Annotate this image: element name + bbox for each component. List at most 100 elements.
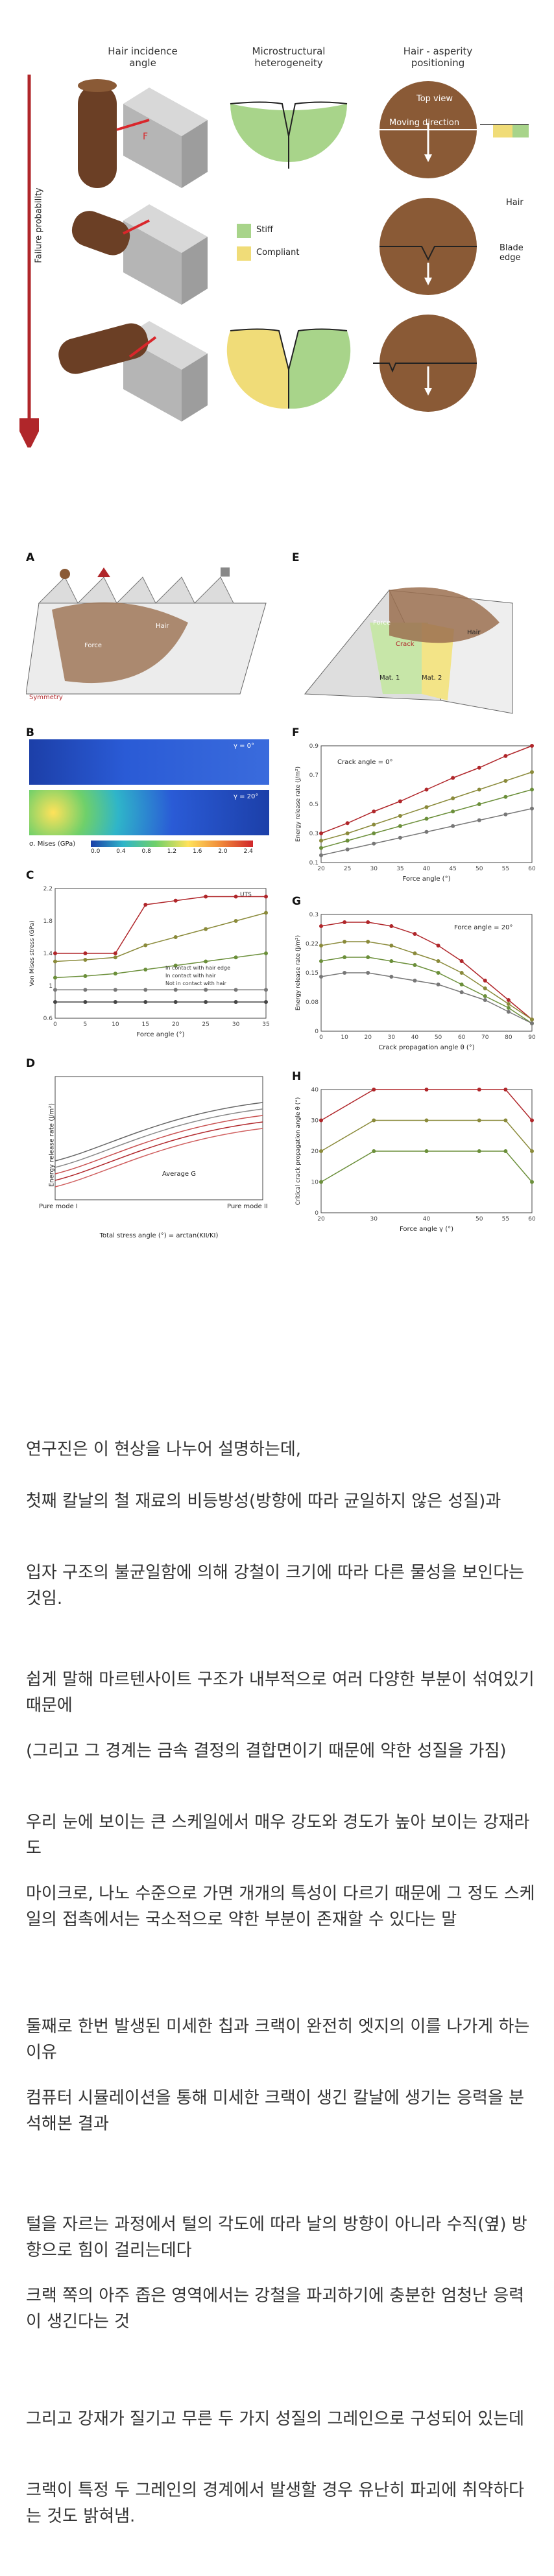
x-tick-label: 30 <box>370 1216 378 1222</box>
x-tick-label: 80 <box>505 1034 512 1041</box>
text-block-13: 크랙이 특정 두 그레인의 경계에서 발생할 경우 유난히 파괴에 취약하다는 … <box>26 2481 525 2526</box>
figure-1: Hair incidence angle Microstructural het… <box>0 0 554 454</box>
moving-direction-label: Moving direction <box>389 118 460 128</box>
y-tick-label: 0 <box>315 1210 319 1217</box>
data-point <box>436 971 440 975</box>
x-tick-label: 40 <box>423 866 431 872</box>
chart-d-xlabel: Total stress angle (°) = arctan(KII/KI) <box>99 1232 219 1239</box>
col-header-heterogeneity: Microstructural heterogeneity <box>252 45 326 69</box>
data-point <box>234 988 238 992</box>
failure-probability-arrow <box>19 75 39 447</box>
panel-a-drawing <box>26 567 267 695</box>
data-point <box>319 959 323 963</box>
data-point <box>372 1118 376 1123</box>
data-point <box>83 958 88 962</box>
plot-frame <box>320 914 533 1032</box>
data-point <box>319 975 323 979</box>
x-tick-label: 35 <box>262 1021 269 1028</box>
data-point <box>451 776 455 780</box>
data-point <box>477 1149 481 1153</box>
data-point <box>530 787 534 792</box>
x-tick-label: 25 <box>202 1021 209 1028</box>
data-point <box>477 765 481 770</box>
data-point <box>204 1000 208 1004</box>
data-point <box>83 988 88 992</box>
data-point <box>530 1021 534 1025</box>
data-point <box>319 839 323 843</box>
series-line <box>320 941 533 1020</box>
data-point <box>319 846 323 850</box>
data-point <box>530 1018 534 1021</box>
data-point <box>413 979 417 983</box>
y-tick-label: 0.3 <box>309 831 319 837</box>
data-point <box>530 806 534 811</box>
y-tick-label: 2.2 <box>43 886 53 892</box>
data-point <box>451 824 455 828</box>
panel-e-mat1: Mat. 1 <box>379 674 400 682</box>
legend-stiff-label: Stiff <box>256 225 273 235</box>
legend-stiff-swatch <box>237 224 251 238</box>
data-point <box>264 988 268 992</box>
data-point <box>113 955 117 960</box>
data-point <box>319 924 323 928</box>
panel-letter-h: H <box>292 1070 302 1083</box>
series-line <box>320 957 533 1024</box>
chart-c: 0 5 10 15 20 25 30 35 0.6 1 1.4 1.8 2.2 Force angle (… <box>29 886 270 1038</box>
series-line <box>320 1089 533 1121</box>
data-point <box>459 959 464 963</box>
data-point <box>436 959 440 963</box>
data-point <box>53 975 57 980</box>
data-point <box>372 822 376 827</box>
x-tick-label: 40 <box>411 1034 419 1041</box>
panel-b-stress-map-2 <box>29 790 269 835</box>
chart-f: 20 25 30 35 40 45 50 55 60 0.1 0.3 0.5 0.7 0.9 Force a… <box>295 743 536 883</box>
heterogeneity-row1 <box>230 101 348 169</box>
tick: 0.8 <box>141 848 151 855</box>
y-tick-label: 0.08 <box>306 999 319 1006</box>
data-point <box>503 1118 508 1123</box>
hair-blade-row1: F <box>78 79 208 188</box>
data-point <box>413 951 417 955</box>
y-tick-label: 0.5 <box>309 802 319 808</box>
chart-d-curves <box>55 1102 263 1187</box>
x-tick-label: 50 <box>435 1034 442 1041</box>
data-point <box>503 1088 508 1091</box>
data-point <box>319 1118 323 1123</box>
y-tick-label: 1.4 <box>43 951 53 957</box>
y-axis-label: Von Mises stress (GPa) <box>29 920 36 986</box>
text-block-9: 컴퓨터 시뮬레이션을 통해 미세한 크랙이 생긴 칼날에 생기는 응력을 분석해… <box>26 2088 525 2134</box>
x-tick-label: 50 <box>476 866 483 872</box>
panel-a-force: Force <box>84 642 102 649</box>
data-point <box>264 951 268 955</box>
legend-entry: In contact with hair <box>165 973 216 979</box>
x-tick-label: 5 <box>84 1021 88 1028</box>
panel-letter-g: G <box>292 895 301 908</box>
y-tick-label: 30 <box>311 1118 319 1125</box>
data-point <box>345 831 350 835</box>
hair-label: Hair <box>506 198 524 208</box>
data-point <box>204 894 208 899</box>
x-axis-label: Force angle (°) <box>403 876 451 883</box>
panel-e-force: Force <box>373 619 391 626</box>
y-axis-label: Critical crack propagation angle θ (°) <box>295 1097 302 1206</box>
data-point <box>459 983 464 986</box>
text-block-4: 쉽게 말해 마르텐사이트 구조가 내부적으로 여러 다양한 부분이 섞여있기 때… <box>26 1670 535 1715</box>
x-axis-label: Force angle (°) <box>137 1031 185 1038</box>
y-tick-label: 0 <box>315 1029 319 1035</box>
data-point <box>173 963 178 968</box>
data-point <box>319 1149 323 1153</box>
data-point <box>413 932 417 936</box>
x-tick-label: 0 <box>53 1021 57 1028</box>
hair-blade-row2 <box>71 204 208 305</box>
data-point <box>143 968 148 972</box>
panel-a-hair: Hair <box>156 623 169 630</box>
x-tick-label: 30 <box>370 866 378 872</box>
x-tick-label: 25 <box>344 866 351 872</box>
tick: 2.0 <box>218 848 228 855</box>
data-point <box>389 975 394 979</box>
data-point <box>343 955 347 959</box>
data-point <box>506 1006 511 1010</box>
data-point <box>389 959 394 963</box>
data-point <box>53 988 57 992</box>
data-point <box>366 920 370 924</box>
